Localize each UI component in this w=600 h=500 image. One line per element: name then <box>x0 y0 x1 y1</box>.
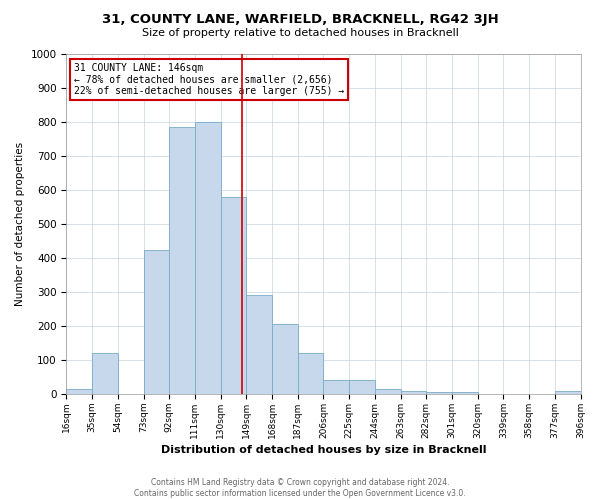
Bar <box>323 380 349 394</box>
Text: 31 COUNTY LANE: 146sqm
← 78% of detached houses are smaller (2,656)
22% of semi-: 31 COUNTY LANE: 146sqm ← 78% of detached… <box>74 62 344 96</box>
Bar <box>349 380 375 394</box>
Bar <box>92 353 118 394</box>
Bar <box>452 392 478 394</box>
Bar <box>401 390 426 394</box>
Bar <box>195 122 221 394</box>
X-axis label: Distribution of detached houses by size in Bracknell: Distribution of detached houses by size … <box>161 445 486 455</box>
Bar <box>555 390 581 394</box>
Bar <box>298 353 323 394</box>
Bar <box>169 127 195 394</box>
Bar <box>272 324 298 394</box>
Text: Contains HM Land Registry data © Crown copyright and database right 2024.
Contai: Contains HM Land Registry data © Crown c… <box>134 478 466 498</box>
Bar <box>375 389 401 394</box>
Bar <box>247 296 272 394</box>
Bar <box>143 250 169 394</box>
Bar <box>221 197 247 394</box>
Text: 31, COUNTY LANE, WARFIELD, BRACKNELL, RG42 3JH: 31, COUNTY LANE, WARFIELD, BRACKNELL, RG… <box>101 12 499 26</box>
Bar <box>426 392 452 394</box>
Y-axis label: Number of detached properties: Number of detached properties <box>15 142 25 306</box>
Bar <box>67 389 92 394</box>
Text: Size of property relative to detached houses in Bracknell: Size of property relative to detached ho… <box>142 28 458 38</box>
